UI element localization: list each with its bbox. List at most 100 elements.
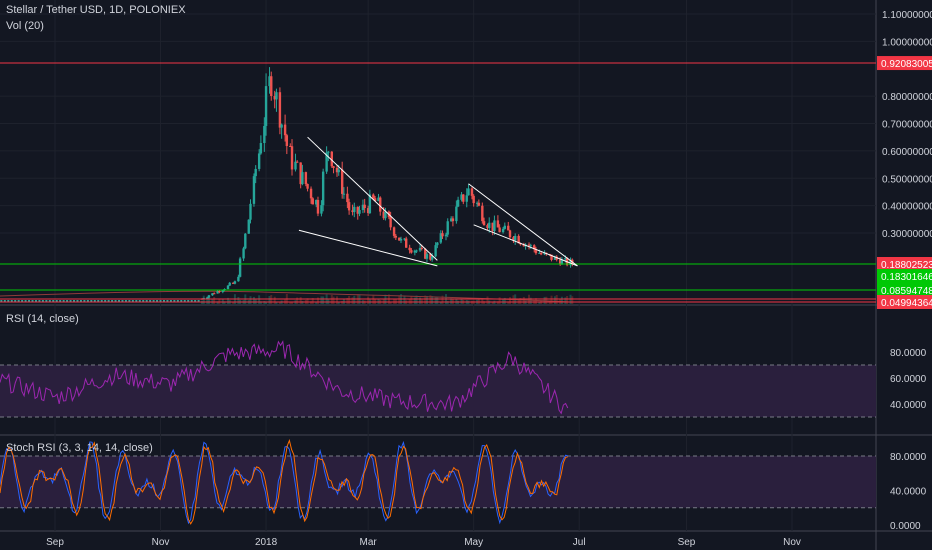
candle-body (361, 204, 365, 210)
candle-body (337, 169, 340, 173)
rsi-tick-label: 40.0000 (890, 400, 927, 411)
time-axis-label: Sep (678, 537, 696, 548)
grid (0, 0, 876, 531)
candle-body (456, 199, 460, 207)
candle-body (111, 300, 114, 302)
volume-bar (315, 301, 318, 304)
candle-body (439, 233, 443, 243)
candle-body (451, 218, 455, 222)
candle-body (420, 247, 423, 249)
rsi-layer (0, 340, 876, 418)
candle-body (527, 244, 531, 246)
volume-bar (441, 295, 444, 304)
candle-body (472, 195, 475, 204)
candle-body (52, 300, 55, 302)
volume-bar (289, 301, 292, 304)
volume-bar (507, 301, 510, 304)
candle-body (408, 247, 411, 251)
candle-body (403, 238, 406, 240)
price-tag-box (877, 283, 932, 297)
candle-body (467, 188, 470, 196)
candle-body (249, 203, 252, 220)
candle-body (59, 300, 62, 302)
rsi-tick-label: 60.0000 (890, 374, 927, 385)
candle-body (264, 86, 268, 126)
candle-body (226, 285, 230, 289)
candle-body (280, 124, 283, 128)
volume-bar (503, 297, 506, 304)
candle-body (73, 300, 76, 302)
candle-body (560, 259, 564, 265)
candle-body (90, 300, 93, 302)
wedge-upper-line (468, 183, 578, 267)
volume-bar (403, 295, 406, 304)
candle-body (156, 300, 159, 302)
volume-bar (227, 297, 230, 304)
candle-body (259, 143, 263, 154)
volume-bar (538, 301, 541, 304)
volume-bar (207, 297, 210, 304)
candle-body (218, 291, 221, 293)
candle-body (373, 198, 377, 202)
time-axis-label: 2018 (255, 537, 278, 548)
candle-body (180, 300, 183, 302)
candle-body (242, 248, 245, 259)
volume-bar (436, 297, 439, 304)
candle-body (351, 210, 354, 213)
candle-body (138, 300, 141, 302)
candle-body (465, 195, 468, 202)
volume-bar (372, 295, 375, 304)
volume-bar (218, 298, 221, 304)
price-tick-label: 0.50000000 (882, 174, 932, 185)
volume-bar (346, 297, 349, 304)
volume-bar (389, 301, 392, 304)
candle-body (449, 218, 453, 222)
volume-bar (252, 296, 255, 304)
price-tag-label: 0.18802523 (881, 260, 932, 271)
candle-body (118, 300, 121, 302)
candle-body (368, 194, 372, 214)
candle-body (142, 300, 145, 302)
candle-body (3, 300, 6, 302)
candle-body (311, 198, 314, 205)
volume-bar (571, 296, 574, 304)
candle-body (522, 244, 526, 247)
volume-bar (410, 296, 413, 304)
symbol-title: Stellar / Tether USD, 1D, POLONIEX (6, 4, 186, 16)
candle-body (358, 209, 361, 214)
candle-body (558, 259, 562, 265)
volume-bar (278, 301, 281, 304)
volume-bar (301, 301, 304, 304)
price-tick-label: 0.40000000 (882, 202, 932, 213)
candle-body (517, 235, 520, 244)
candle-body (496, 220, 500, 228)
candle-body (216, 291, 219, 294)
price-tick-label: 0.30000000 (882, 229, 932, 240)
candle-body (166, 300, 169, 302)
volume-bar (415, 295, 418, 304)
candle-body (534, 249, 538, 254)
candle-body (10, 300, 13, 302)
candle-body (28, 300, 31, 302)
volume-bar (213, 296, 216, 304)
candle-body (513, 235, 517, 241)
volume-bar (306, 298, 309, 304)
candle-body (212, 293, 216, 295)
time-axis-label: Sep (46, 537, 64, 548)
candle-body (162, 300, 165, 302)
candle-body (327, 151, 330, 153)
candle-body (257, 153, 261, 169)
volume-bar (429, 295, 432, 304)
stoch-title: Stoch RSI (3, 3, 14, 14, close) (6, 442, 153, 454)
candle-body (183, 300, 186, 302)
candle-body (283, 124, 287, 136)
rsi-title: RSI (14, close) (6, 313, 79, 325)
stoch-tick-label: 40.0000 (890, 487, 927, 498)
volume-bar (425, 295, 428, 304)
candle-body (79, 300, 82, 302)
volume-bar (455, 298, 458, 304)
candle-body (121, 300, 124, 302)
volume-bar (270, 295, 273, 304)
candle-body (425, 254, 429, 259)
candle-body (285, 135, 289, 146)
